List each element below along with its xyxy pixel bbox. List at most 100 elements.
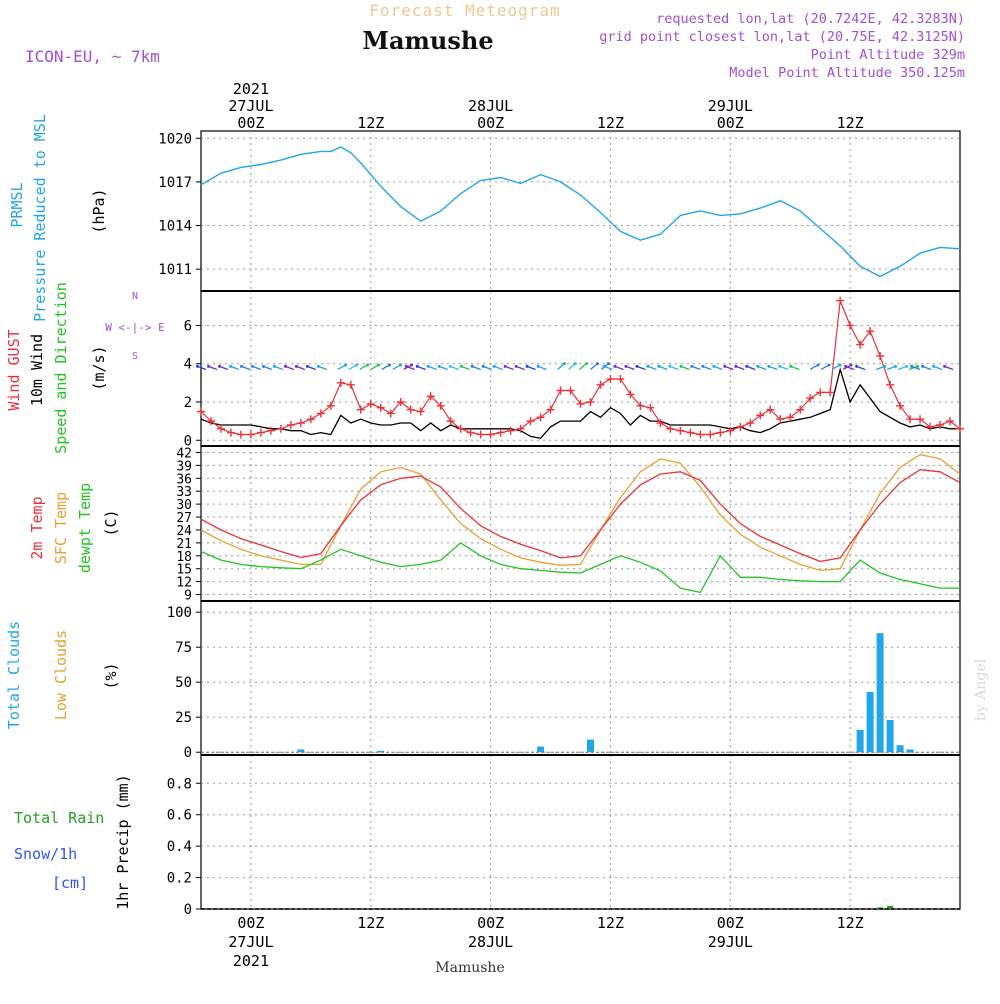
wind-direction-arrow — [296, 365, 306, 371]
wind-arrow-head — [228, 364, 232, 368]
wind-direction-arrow — [392, 364, 401, 371]
gust-point — [846, 321, 855, 330]
precip-label: 1hr Precip (mm) — [114, 774, 132, 909]
gust-point — [356, 405, 365, 414]
top-time-label: 00Z — [237, 114, 264, 132]
wind-arrow-head — [207, 364, 211, 368]
wind-arrow-head — [573, 362, 577, 366]
wind-ytick-label: 2 — [184, 395, 192, 411]
temperature-ytick-label: 21 — [176, 537, 192, 552]
gust-point — [236, 430, 245, 439]
temp-label-sfc: SFC Temp — [52, 492, 70, 564]
precip-ytick-label: 0.4 — [167, 839, 192, 855]
gust-point — [656, 419, 665, 428]
wind-arrow-head — [410, 363, 414, 367]
bottom-time-label: 00Z — [717, 914, 744, 932]
model-altitude: Model Point Altitude 350.125m — [729, 65, 965, 81]
clouds-panel: 0 25 50 75 100 — [167, 600, 961, 761]
wind-label-10m: 10m Wind — [28, 334, 46, 406]
wind-arrow-head — [196, 364, 200, 368]
cloud-label-low: Low Clouds — [52, 630, 70, 720]
wind-arrow-head — [756, 364, 760, 368]
gust-point — [666, 424, 675, 433]
wind-direction-arrow — [779, 365, 789, 371]
gust-point — [706, 430, 715, 439]
model-label: ICON-EU, ~ 7km — [25, 47, 160, 66]
gust-point — [946, 417, 955, 426]
compass-n: N — [132, 291, 138, 302]
bottom-time-label: 29JUL — [708, 933, 753, 951]
wind-direction-arrow — [197, 365, 207, 371]
temp-label-2m: 2m Temp — [28, 496, 46, 559]
wind-arrow-head — [261, 364, 265, 368]
top-time-label: 28JUL — [468, 97, 513, 115]
wind-direction-arrow — [428, 365, 437, 371]
footer-station: Mamushe — [435, 960, 504, 976]
wind-ytick-label: 4 — [184, 357, 192, 373]
station-title: Mamushe — [362, 26, 493, 55]
wind-direction-arrow — [263, 365, 273, 371]
temp-unit: (C) — [102, 509, 120, 536]
wind-arrow-head — [525, 364, 529, 368]
clouds-ytick-label: 50 — [175, 675, 192, 691]
wind-arrow-head — [239, 364, 243, 368]
wind-direction-arrow — [219, 365, 229, 371]
wind-arrow-head — [905, 364, 909, 368]
wind-direction-arrow — [944, 365, 954, 371]
wind-direction-arrow — [614, 365, 624, 371]
wind-direction-arrow — [724, 365, 734, 371]
precip-ytick-label: 0.2 — [167, 871, 192, 887]
bottom-time-label: 00Z — [237, 914, 264, 932]
wind-direction-arrow — [460, 365, 470, 371]
credit-watermark: by Angel — [973, 658, 989, 721]
gust-point — [476, 430, 485, 439]
wind-arrow-head — [778, 364, 782, 368]
clouds-ytick-label: 100 — [167, 605, 192, 621]
wind-arrow-head — [849, 363, 853, 367]
wind-arrow-head — [250, 364, 254, 368]
precip-ytick-label: 0 — [184, 902, 192, 918]
wind-direction-arrow — [504, 365, 514, 371]
wind-direction-arrow — [658, 365, 668, 371]
gust-point — [786, 413, 795, 422]
wind-direction-arrow — [230, 365, 240, 371]
wind-unit: (m/s) — [90, 345, 108, 390]
gust-point — [686, 428, 695, 437]
gust-point — [396, 397, 405, 406]
gust-point — [286, 420, 295, 429]
gust-point — [936, 420, 945, 429]
gust-point — [386, 409, 395, 418]
cloud-bar — [586, 739, 594, 753]
temperature-ytick-label: 42 — [176, 446, 192, 461]
pressure-ytick-label: 1020 — [158, 131, 192, 147]
cloud-bar — [906, 749, 914, 753]
wind-direction-arrow — [691, 365, 701, 371]
wind-direction-arrow — [647, 365, 657, 371]
temperature-frame — [200, 445, 961, 602]
wind-direction-arrow — [370, 364, 379, 371]
wind-direction-arrow — [482, 365, 492, 371]
gust-point — [826, 388, 835, 397]
wind-direction-arrow — [537, 365, 547, 371]
wind-arrow-head — [943, 364, 947, 368]
gust-point — [326, 401, 335, 410]
wind-arrow-head — [492, 364, 496, 368]
gust-point — [956, 424, 964, 433]
gust-point — [926, 422, 935, 431]
gust-point — [556, 386, 565, 395]
temp-label-dewpt: dewpt Temp — [76, 483, 94, 573]
wind-label-gust: Wind GUST — [5, 329, 23, 410]
gust-point — [376, 403, 385, 412]
gust-point — [446, 417, 455, 426]
gust-point — [266, 426, 275, 435]
wind-direction-arrow — [886, 365, 896, 371]
dewpt-line — [200, 542, 960, 594]
wind-arrow-head — [816, 363, 820, 367]
wind-direction-arrow — [845, 365, 855, 371]
gust-point — [536, 413, 545, 422]
gust-point — [916, 415, 925, 424]
wind-direction-arrow — [348, 364, 357, 371]
rain-bar — [877, 907, 884, 909]
gust-point — [336, 378, 345, 387]
gust-point — [906, 415, 915, 424]
